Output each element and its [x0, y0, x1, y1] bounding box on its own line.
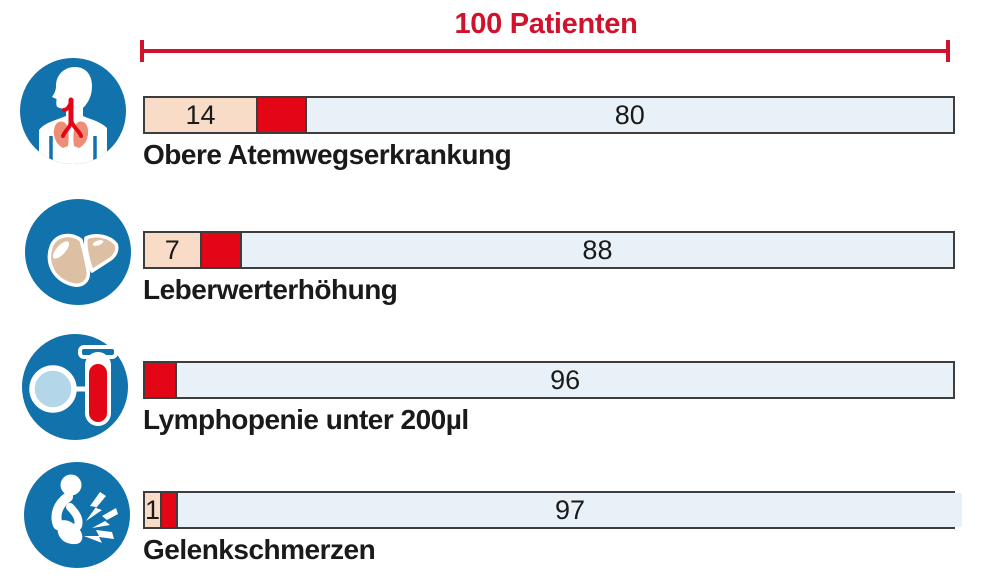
segment-value: 1 [145, 494, 161, 525]
row-gelenkschmerzen: 1 97 Gelenkschmerzen [143, 491, 962, 566]
bar-segment: 14 [145, 98, 259, 132]
segment-value: 96 [550, 364, 581, 395]
segment-value: 80 [614, 99, 645, 130]
airways-icon [20, 58, 126, 164]
bar-segment [258, 98, 307, 132]
blood-test-icon [22, 334, 128, 440]
stacked-bar: 96 [143, 361, 955, 399]
bar-segment: 96 [177, 363, 953, 397]
stacked-bar: 7 88 [143, 231, 955, 269]
bracket-cap-right [946, 40, 950, 62]
stacked-bar: 14 80 [143, 96, 955, 134]
segment-value: 88 [582, 234, 613, 265]
bar-label: Lymphopenie unter 200µl [143, 404, 469, 435]
row-obere-atemwegserkrankung: 14 80 Obere Atemwegserkrankung [143, 96, 955, 171]
segment-value: 97 [555, 494, 586, 525]
bar-segment [162, 493, 179, 527]
bar-label: Gelenkschmerzen [143, 534, 376, 565]
bar-segment: 1 [145, 493, 163, 527]
bar-label: Obere Atemwegserkrankung [143, 139, 512, 170]
liver-icon [25, 199, 131, 305]
bracket-line [142, 49, 950, 53]
row-lymphopenie: 96 Lymphopenie unter 200µl [143, 361, 955, 436]
bar-segment [201, 233, 242, 267]
bar-segment [145, 363, 178, 397]
bar-segment: 88 [241, 233, 953, 267]
chart-title: 100 Patienten [454, 8, 638, 40]
joint-pain-icon [24, 462, 130, 568]
stacked-bar: 1 97 [143, 491, 962, 529]
bar-label: Leberwerterhöhung [143, 274, 398, 305]
bar-segment: 80 [306, 98, 953, 132]
segment-value: 14 [185, 99, 216, 130]
bar-segment: 7 [145, 233, 202, 267]
bar-segment: 97 [178, 493, 962, 527]
row-leberwerterhoehung: 7 88 Leberwerterhöhung [143, 231, 955, 306]
segment-value: 7 [164, 234, 180, 265]
